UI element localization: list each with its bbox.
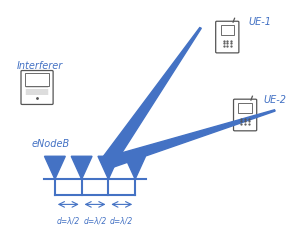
Text: d=λ/2: d=λ/2 [83,216,106,225]
Text: Interferer: Interferer [16,60,62,70]
Text: UE-1: UE-1 [248,17,271,27]
Bar [238,104,252,113]
Polygon shape [100,28,201,166]
Bar [220,26,234,36]
Polygon shape [98,157,119,179]
Text: UE-2: UE-2 [263,94,286,104]
Bar [26,74,49,86]
Text: eNodeB: eNodeB [31,138,69,148]
Polygon shape [44,157,65,179]
Text: d=λ/2: d=λ/2 [57,216,80,225]
Polygon shape [104,110,275,169]
Text: d=λ/2: d=λ/2 [110,216,134,225]
Polygon shape [125,157,146,179]
Polygon shape [71,157,92,179]
